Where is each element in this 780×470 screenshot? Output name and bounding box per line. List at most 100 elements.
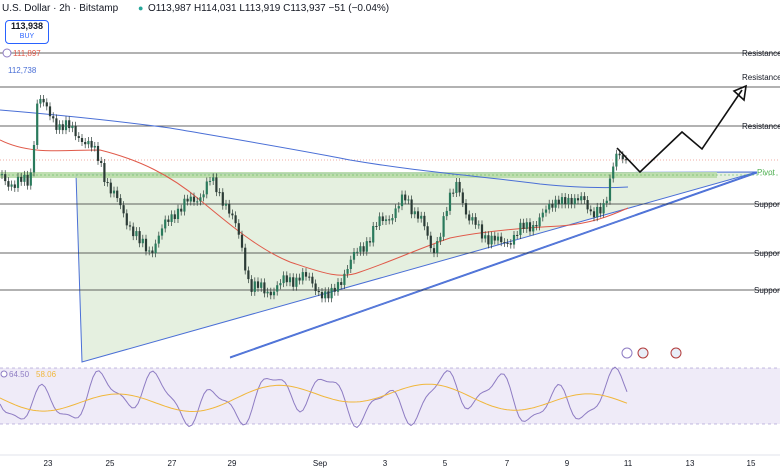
candle-body xyxy=(308,276,311,278)
candle-body xyxy=(205,181,208,195)
candle-body xyxy=(288,277,292,283)
candle-body xyxy=(432,248,436,254)
candle-body xyxy=(173,214,176,220)
candle-body xyxy=(212,177,215,181)
candle-body xyxy=(272,291,276,296)
candle-body xyxy=(477,224,480,226)
x-tick-label: 23 xyxy=(44,459,53,468)
candle-body xyxy=(356,251,359,253)
rsi-signal-line xyxy=(0,383,628,413)
candle-body xyxy=(240,234,244,248)
candle-body xyxy=(343,273,346,285)
buy-price-button[interactable]: 113,938 BUY xyxy=(5,20,49,44)
candle-body xyxy=(282,275,285,284)
candle-body xyxy=(26,174,29,186)
candle-body xyxy=(71,125,74,129)
candle-body xyxy=(250,279,253,292)
candle-body xyxy=(570,197,573,205)
candle-body xyxy=(109,182,112,194)
candle-body xyxy=(608,178,612,201)
candle-body xyxy=(13,184,16,188)
candle-body xyxy=(496,236,500,241)
candle-body xyxy=(589,209,592,212)
candle-body xyxy=(164,219,167,229)
candle-body xyxy=(468,214,471,221)
candle-body xyxy=(400,194,404,207)
candle-body xyxy=(64,120,68,131)
candle-body xyxy=(503,242,506,244)
projection-arrow-icon xyxy=(732,84,747,102)
candle-body xyxy=(266,291,269,294)
candle-body xyxy=(16,176,20,188)
candle-body xyxy=(138,231,141,244)
triangle-pattern xyxy=(75,171,758,363)
candle-body xyxy=(10,184,13,187)
candle-body xyxy=(301,272,304,281)
red-level-marker-icon xyxy=(2,48,12,58)
candle-body xyxy=(208,180,212,182)
candle-body xyxy=(74,125,77,137)
candle-body xyxy=(612,166,615,179)
candle-body xyxy=(330,287,333,299)
candle-body xyxy=(7,181,10,187)
candle-body xyxy=(285,275,288,283)
x-tick-label: 13 xyxy=(686,459,695,468)
candle-body xyxy=(423,215,426,227)
candle-body xyxy=(436,240,439,254)
candle-body xyxy=(167,219,170,222)
candle-body xyxy=(564,197,567,205)
candle-body xyxy=(61,124,64,131)
candle-body xyxy=(538,217,541,227)
candle-body xyxy=(535,225,538,227)
candle-body xyxy=(359,246,362,252)
symbol-title: U.S. Dollar · 2h · Bitstamp xyxy=(2,3,119,14)
candle-body xyxy=(551,203,554,208)
candle-body xyxy=(292,277,295,287)
candle-body xyxy=(106,182,109,184)
candle-body xyxy=(532,225,535,232)
level-label: Support xyxy=(754,200,780,209)
level-label: Resistance xyxy=(742,122,780,131)
level-label: Resistance xyxy=(742,49,780,58)
candle-body xyxy=(269,291,272,296)
level-label: Pivot xyxy=(757,168,776,177)
candle-body xyxy=(135,231,138,237)
candle-body xyxy=(509,243,512,245)
candle-body xyxy=(618,153,621,156)
candle-body xyxy=(295,277,298,287)
event-flag-icon[interactable] xyxy=(621,347,633,359)
candle-body xyxy=(103,163,106,183)
projection-path xyxy=(616,89,743,174)
candle-body xyxy=(365,241,368,252)
candle-body xyxy=(352,252,356,260)
candle-body xyxy=(602,203,605,214)
candle-body xyxy=(151,250,154,254)
candle-body xyxy=(372,225,375,243)
candle-body xyxy=(487,235,490,245)
candle-body xyxy=(615,153,618,167)
us-flag-icon[interactable] xyxy=(637,347,649,359)
time-axis[interactable]: 23 25 27 29 Sep 3 5 7 9 11 13 15 xyxy=(44,459,756,468)
candle-body xyxy=(260,282,263,288)
candle-body xyxy=(199,197,202,202)
candle-body xyxy=(183,198,186,212)
candle-body xyxy=(420,215,423,219)
us-flag-icon[interactable] xyxy=(670,347,682,359)
candle-body xyxy=(20,176,23,182)
candle-body xyxy=(327,291,330,299)
candle-body xyxy=(413,211,416,215)
candle-body xyxy=(573,198,576,205)
candle-body xyxy=(141,238,144,244)
candle-body xyxy=(596,206,599,218)
live-dot-icon: ● xyxy=(138,3,144,13)
candle-body xyxy=(100,160,103,164)
candle-body xyxy=(228,203,231,214)
candle-body xyxy=(519,222,522,236)
rsi-settings-icon[interactable] xyxy=(0,370,8,378)
candle-body xyxy=(592,211,596,218)
ohlc-readout: O113,987 H114,031 L113,919 C113,937 −51 … xyxy=(148,3,390,14)
candle-body xyxy=(458,181,461,193)
candle-body xyxy=(429,235,432,249)
candle-body xyxy=(186,198,189,202)
